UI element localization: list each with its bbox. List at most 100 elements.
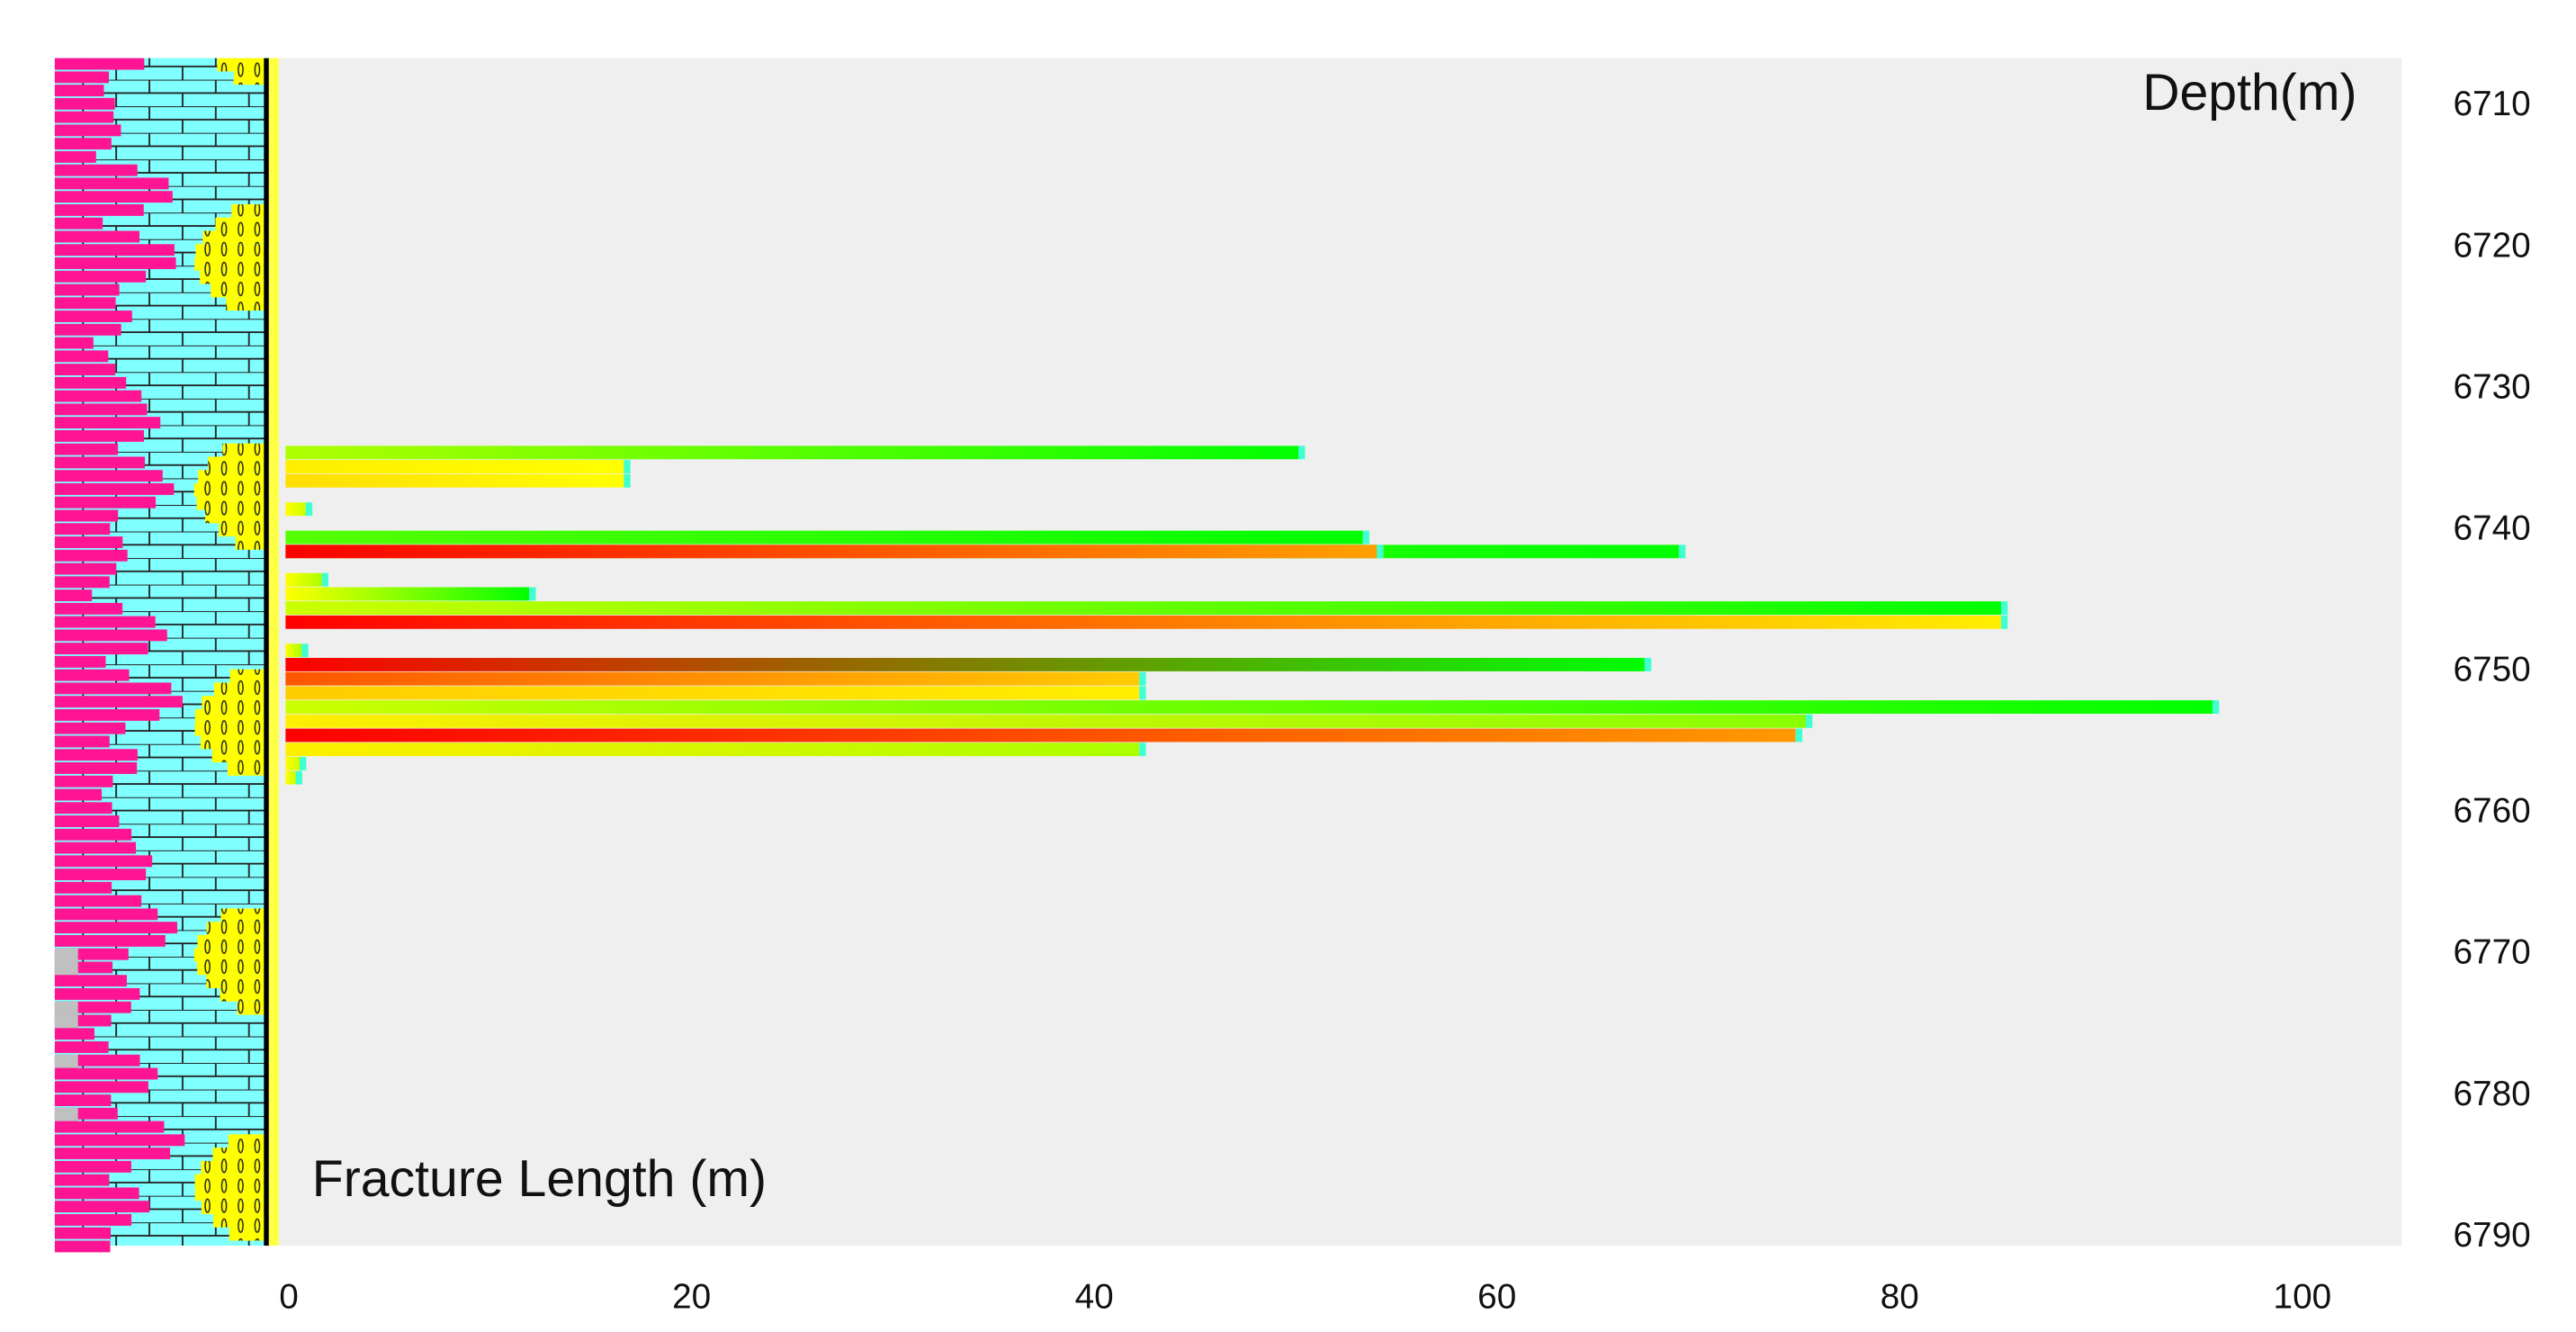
bar (285, 686, 1140, 700)
lithology-shale (54, 429, 144, 442)
lithology-shale (54, 1160, 131, 1173)
bar-end (1644, 657, 1652, 671)
lithology-shale (54, 1174, 110, 1186)
lithology-shale (54, 562, 117, 575)
lithology-shale (54, 191, 173, 203)
x-tick-label: 40 (1075, 1277, 1114, 1316)
lithology-shale (54, 164, 138, 176)
lithology-shale (54, 934, 166, 947)
bar-end (300, 756, 307, 770)
lithology-shale (54, 629, 167, 642)
lithology-sand (202, 696, 265, 709)
bar (285, 544, 1378, 559)
lithology-shale (54, 85, 104, 97)
lithology-shale (54, 1227, 112, 1239)
y-tick-label: 6710 (2453, 85, 2530, 123)
bar-end (624, 473, 631, 488)
lithology-shale (54, 643, 148, 655)
x-tick-label: 100 (2274, 1277, 2332, 1316)
lithology-shale (54, 58, 145, 70)
lithology-sand (202, 230, 265, 245)
lithology-sand (193, 948, 265, 962)
lithology-gray (54, 961, 78, 976)
lithology-shale (54, 177, 169, 190)
lithology-shale (54, 203, 144, 216)
lithology-shale (54, 669, 130, 681)
lithology-sand (194, 708, 265, 723)
y-tick-label: 6770 (2453, 933, 2530, 972)
lithology-shale (54, 376, 127, 389)
lithology-shale (54, 230, 139, 243)
bar (285, 644, 302, 658)
lithology-sand (197, 961, 265, 976)
column-strip (268, 58, 279, 1246)
lithology-shale (54, 496, 157, 508)
lithology-sand (193, 483, 265, 497)
lithology-shale (54, 1213, 132, 1226)
lithology-shale (54, 1041, 109, 1053)
bar (285, 742, 1140, 757)
lithology-shale (54, 708, 160, 721)
lithology-shale (54, 470, 163, 482)
lithology-sand (220, 988, 265, 1002)
bar (285, 502, 306, 517)
lithology-shale (54, 403, 148, 416)
lithology-shale (54, 590, 93, 602)
y-tick-label: 6730 (2453, 367, 2530, 406)
lithology-shale (54, 150, 96, 163)
lithology-shale (54, 483, 175, 495)
lithology-shale (54, 257, 176, 269)
lithology-sand (211, 284, 265, 298)
lithology-shale (54, 696, 183, 708)
lithology-gray (54, 1014, 78, 1029)
y-tick-label: 6760 (2453, 792, 2530, 831)
lithology-sand (197, 934, 265, 949)
bar-end (2212, 700, 2220, 715)
bar-end (2000, 601, 2008, 616)
lithology-shale (54, 762, 138, 774)
lithology-sand (200, 270, 265, 284)
lithology-sand (194, 257, 265, 271)
lithology-sand (201, 1160, 265, 1174)
bar (285, 671, 1140, 686)
bar (285, 700, 2212, 715)
lithology-sand (222, 443, 265, 457)
lithology-sand (227, 762, 265, 776)
y-tick-label: 6720 (2453, 226, 2530, 265)
lithology-shale (54, 323, 121, 336)
y-tick-label: 6740 (2453, 508, 2530, 547)
lithology-shale (54, 417, 161, 429)
lithology-sand (226, 297, 265, 311)
bar (285, 615, 2001, 629)
bar-end (529, 587, 536, 601)
lithology-shale (54, 1240, 111, 1253)
lithology-sand (229, 669, 265, 683)
lithology-sand (231, 203, 265, 218)
lithology-shale (54, 97, 115, 110)
lithology-sand (235, 536, 265, 550)
lithology-shale (54, 443, 119, 455)
lithology-shale (54, 576, 110, 589)
lithology-shale (54, 337, 94, 349)
bar (285, 587, 530, 601)
x-tick-label: 80 (1880, 1277, 1919, 1316)
lithology-shale (54, 1201, 150, 1213)
lithology-shale (54, 908, 158, 921)
lithology-shale (54, 1120, 165, 1133)
lithology-sand (208, 456, 265, 471)
bar (285, 728, 1796, 742)
lithology-shale (54, 775, 113, 788)
lithology-sand (205, 509, 265, 524)
lithology-sand (211, 749, 265, 763)
lithology-shale (54, 815, 120, 828)
lithology-shale (54, 217, 103, 230)
lithology-shale (54, 111, 114, 123)
bar-end (1678, 544, 1686, 559)
lithology-shale (54, 1134, 185, 1147)
bar-end (305, 502, 313, 517)
lithology-shale (54, 788, 103, 801)
lithology-gray (54, 1054, 78, 1068)
lithology-sand (201, 1201, 265, 1214)
x-annotation: Fracture Length (m) (312, 1150, 767, 1208)
